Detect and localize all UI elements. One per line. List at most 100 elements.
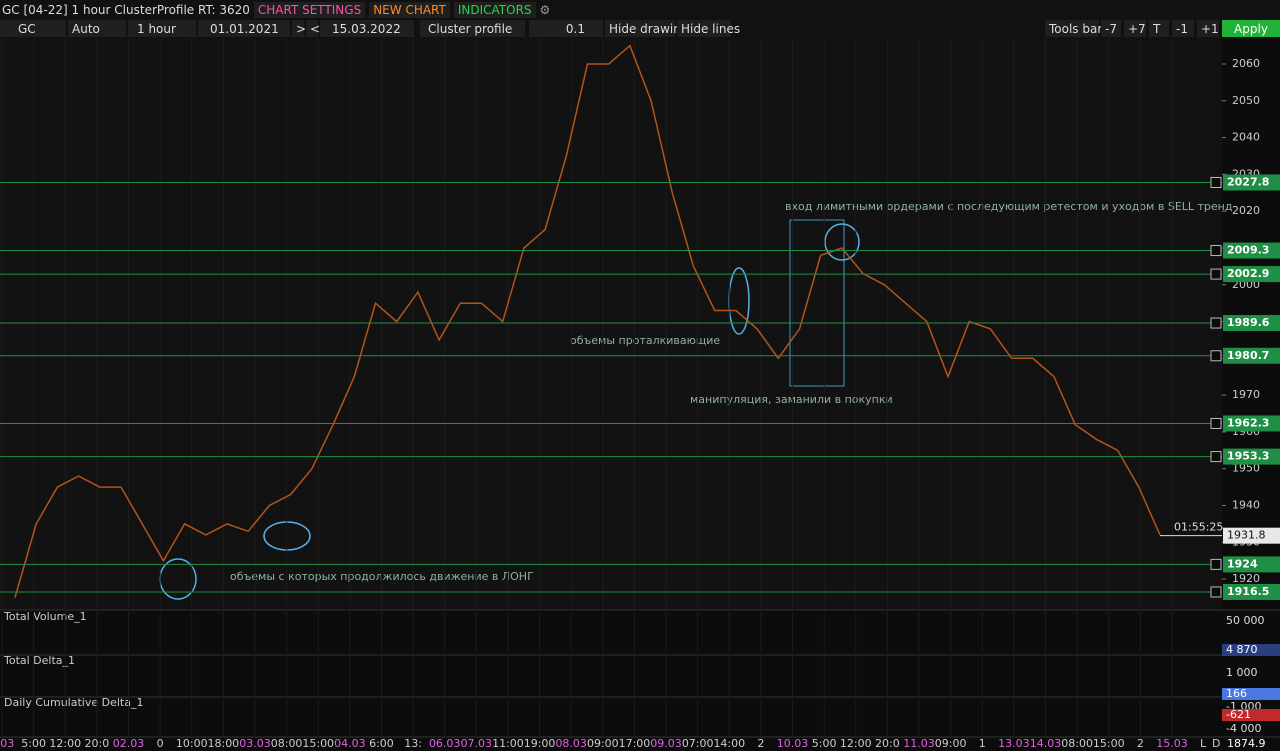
time-label: 11.03 bbox=[903, 737, 935, 750]
level-close-icon bbox=[1210, 417, 1222, 429]
level-label: 1962.3 bbox=[1227, 416, 1269, 429]
template-select[interactable]: Cluster profile bbox=[420, 20, 525, 37]
y-tick-label: 1920 bbox=[1232, 572, 1260, 585]
y-tick-label: 2050 bbox=[1232, 94, 1260, 107]
time-label: 10:00 bbox=[176, 737, 208, 750]
current-price-label: 1931.8 bbox=[1227, 529, 1266, 542]
annotation: вход лимитными ордерами с последующим ре… bbox=[785, 200, 1233, 213]
level-close-icon bbox=[1210, 176, 1222, 188]
footer-price: 1874.9 bbox=[1227, 737, 1266, 750]
y-tick-label: 1950 bbox=[1232, 462, 1260, 475]
plot-background bbox=[0, 39, 1222, 610]
level-close-icon bbox=[1210, 558, 1222, 570]
level-label: 2027.8 bbox=[1227, 175, 1269, 188]
time-label: 09.03 bbox=[650, 737, 682, 750]
time-label: 11:00 bbox=[492, 737, 524, 750]
level-label: 2002.9 bbox=[1227, 267, 1269, 280]
panel-tick: 50 000 bbox=[1226, 614, 1265, 627]
chart-settings-button[interactable]: CHART SETTINGS bbox=[253, 2, 366, 18]
date-from[interactable]: 01.01.2021 bbox=[198, 20, 290, 37]
level-label: 1989.6 bbox=[1227, 316, 1270, 329]
time-label: 08:00 bbox=[1061, 737, 1093, 750]
y-tick-label: 2060 bbox=[1232, 57, 1260, 70]
panel-last: 4 870 bbox=[1226, 643, 1258, 656]
step-button[interactable]: +1 bbox=[1197, 20, 1219, 37]
step-button[interactable]: +7 bbox=[1124, 20, 1146, 37]
y-tick-label: 1940 bbox=[1232, 499, 1260, 512]
step-input[interactable]: 0.1 bbox=[529, 20, 603, 37]
level-label-box bbox=[1223, 556, 1280, 573]
y-tick-label: 1970 bbox=[1232, 388, 1260, 401]
mode-select[interactable]: Auto bbox=[68, 20, 126, 37]
price-line bbox=[14, 44, 1161, 598]
level-label-box bbox=[1223, 266, 1280, 283]
y-tick-label: 2020 bbox=[1232, 204, 1260, 217]
level-close-icon bbox=[1210, 317, 1222, 329]
time-label: 13.03 bbox=[998, 737, 1030, 750]
time-label: 04.03 bbox=[334, 737, 366, 750]
panel-last-box bbox=[1222, 644, 1280, 656]
symbol-select[interactable]: GC bbox=[0, 20, 66, 37]
hide-drawing-button[interactable]: Hide drawing bbox=[605, 20, 688, 37]
time-label: 6:00 bbox=[369, 737, 394, 750]
hide-lines-button[interactable]: Hide lines bbox=[677, 20, 740, 37]
panel-last: -621 bbox=[1226, 708, 1251, 721]
annotation: объемы с которых продолжилось движение в… bbox=[230, 570, 534, 583]
current-price-box bbox=[1223, 527, 1280, 544]
price-axis bbox=[1222, 39, 1280, 737]
level-label-box bbox=[1223, 583, 1280, 600]
timeframe-select[interactable]: 1 hour bbox=[128, 20, 196, 37]
prev-button[interactable]: < bbox=[306, 20, 320, 37]
level-label: 1953.3 bbox=[1227, 450, 1269, 463]
time-label: 2 bbox=[757, 737, 764, 750]
time-label: 08:00 bbox=[271, 737, 303, 750]
y-tick-label: 2040 bbox=[1232, 131, 1260, 144]
annotation: объемы проталкивающие bbox=[570, 334, 720, 347]
time-label: 07:00 bbox=[682, 737, 714, 750]
step-button[interactable]: -7 bbox=[1101, 20, 1121, 37]
timer: 01:55:25 bbox=[1174, 521, 1223, 534]
time-label: 12:00 bbox=[49, 737, 81, 750]
title-bar: GC [04-22] 1 hour ClusterProfile RT: 362… bbox=[0, 0, 1280, 20]
time-label: 07.03 bbox=[461, 737, 493, 750]
step-button[interactable]: T bbox=[1149, 20, 1169, 37]
time-label: 5:00 bbox=[21, 737, 46, 750]
panel-tick: -4 000 bbox=[1226, 722, 1261, 735]
step-button[interactable]: -1 bbox=[1172, 20, 1194, 37]
panel-title: Total Volume_1 bbox=[3, 610, 87, 623]
indicators-button[interactable]: INDICATORS bbox=[453, 2, 536, 18]
time-label: 1.03 bbox=[0, 737, 14, 750]
footer-button[interactable]: D bbox=[1212, 737, 1220, 750]
time-label: 14:00 bbox=[713, 737, 745, 750]
level-label-box bbox=[1223, 242, 1280, 259]
level-close-icon bbox=[1210, 268, 1222, 280]
level-label: 2009.3 bbox=[1227, 244, 1269, 257]
highlight-box bbox=[789, 219, 845, 387]
time-label: 15:00 bbox=[1093, 737, 1125, 750]
time-label: 06.03 bbox=[429, 737, 461, 750]
time-label: 14.03 bbox=[1030, 737, 1062, 750]
level-label-box bbox=[1223, 315, 1280, 332]
time-label: 03.03 bbox=[239, 737, 271, 750]
time-label: 13: bbox=[404, 737, 422, 750]
level-label: 1916.5 bbox=[1227, 585, 1269, 598]
next-button[interactable]: > bbox=[292, 20, 306, 37]
time-label: 15.03 bbox=[1156, 737, 1188, 750]
level-close-icon bbox=[1210, 350, 1222, 362]
time-label: 12:00 bbox=[840, 737, 872, 750]
panel-last-box bbox=[1222, 688, 1280, 700]
panel-title: Total Delta_1 bbox=[3, 654, 75, 667]
highlight-ellipse bbox=[824, 223, 860, 261]
time-label: 19:00 bbox=[524, 737, 556, 750]
level-close-icon bbox=[1210, 245, 1222, 257]
tools-bar-button[interactable]: Tools bar bbox=[1045, 20, 1102, 37]
time-label: 20:0 bbox=[85, 737, 110, 750]
footer-button[interactable]: L bbox=[1200, 737, 1207, 750]
level-label-box bbox=[1223, 347, 1280, 364]
settings-icon[interactable]: ⚙ bbox=[539, 3, 551, 17]
time-label: 09:00 bbox=[587, 737, 619, 750]
apply-button[interactable]: Apply bbox=[1222, 20, 1280, 37]
new-chart-button[interactable]: NEW CHART bbox=[369, 2, 450, 18]
date-to[interactable]: 15.03.2022 bbox=[320, 20, 414, 37]
